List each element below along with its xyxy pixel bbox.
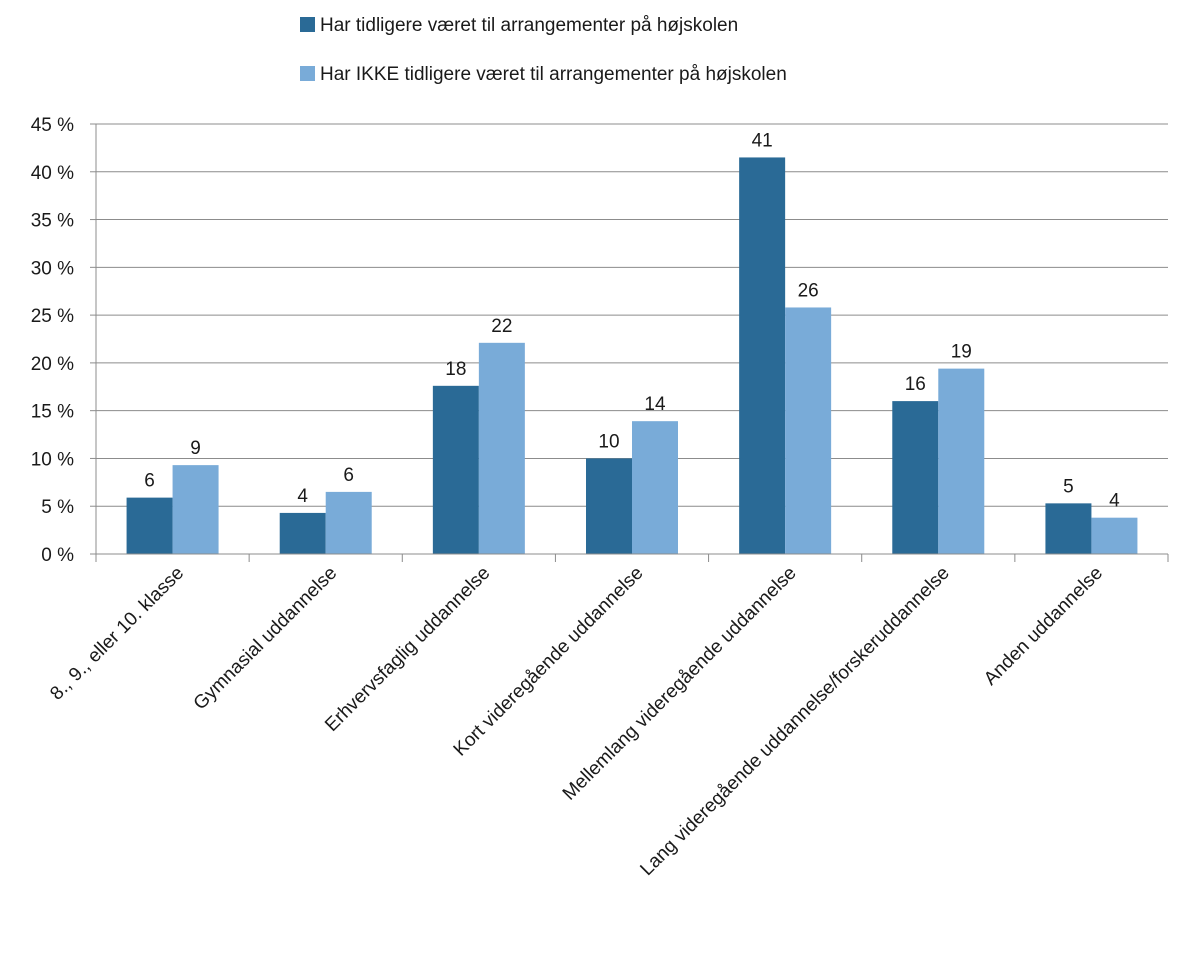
data-label: 18 (445, 359, 466, 380)
category-label: Gymnasial uddannelse (190, 563, 342, 715)
bars (126, 157, 1138, 554)
bar (325, 491, 372, 554)
y-tick-label: 0 % (41, 545, 74, 566)
y-tick-label: 5 % (41, 497, 74, 518)
bar (1091, 517, 1138, 554)
data-label: 10 (598, 431, 619, 452)
category-label: Lang videregående uddannelse/forskerudda… (636, 563, 953, 880)
data-labels: 6 9 4 6 18 22 10 14 41 26 16 19 5 4 (144, 130, 1120, 511)
data-label: 26 (798, 280, 819, 301)
y-tick-label: 10 % (31, 449, 74, 470)
bar (1045, 503, 1092, 554)
bar (586, 458, 632, 554)
y-tick-label: 45 % (31, 115, 74, 136)
category-label: Anden uddannelse (980, 563, 1107, 690)
legend-swatch-1 (300, 17, 315, 32)
data-label: 5 (1063, 476, 1074, 497)
bar (739, 157, 786, 554)
y-tick-label: 15 % (31, 402, 74, 423)
bar (632, 421, 678, 554)
bar (126, 497, 173, 554)
y-tick-label: 30 % (31, 258, 74, 279)
data-label: 6 (343, 465, 354, 486)
x-axis: 8., 9., eller 10. klasse Gymnasial uddann… (46, 553, 1169, 880)
bar (432, 385, 479, 554)
data-label: 4 (1109, 491, 1120, 512)
legend-label-2: Har IKKE tidligere været til arrangement… (320, 64, 787, 85)
bar (785, 307, 832, 554)
data-label: 4 (297, 486, 308, 507)
bar (478, 342, 525, 554)
y-tick-label: 40 % (31, 163, 74, 184)
bar (172, 465, 219, 554)
y-tick-label: 25 % (31, 306, 74, 327)
legend-swatch-2 (300, 66, 315, 81)
y-axis: 0 % 5 % 10 % 15 % 20 % 25 % 30 % 35 % 40 % 45 % (31, 115, 97, 566)
category-label: Erhvervsfaglig uddannelse (321, 563, 494, 736)
legend-label-1: Har tidligere været til arrangementer på… (320, 15, 738, 36)
data-label: 16 (905, 374, 926, 395)
data-label: 41 (752, 130, 773, 151)
legend: Har tidligere været til arrangementer på… (300, 15, 787, 85)
y-tick-label: 20 % (31, 354, 74, 375)
data-label: 6 (144, 471, 155, 492)
y-tick-label: 35 % (31, 211, 74, 232)
data-label: 19 (951, 342, 972, 363)
bar (279, 512, 326, 554)
gridlines (96, 123, 1168, 507)
bar (938, 368, 985, 554)
data-label: 14 (644, 394, 666, 415)
bar (892, 401, 939, 554)
data-label: 9 (190, 438, 201, 459)
data-label: 22 (491, 316, 512, 337)
category-label: 8., 9., eller 10. klasse (46, 563, 188, 705)
